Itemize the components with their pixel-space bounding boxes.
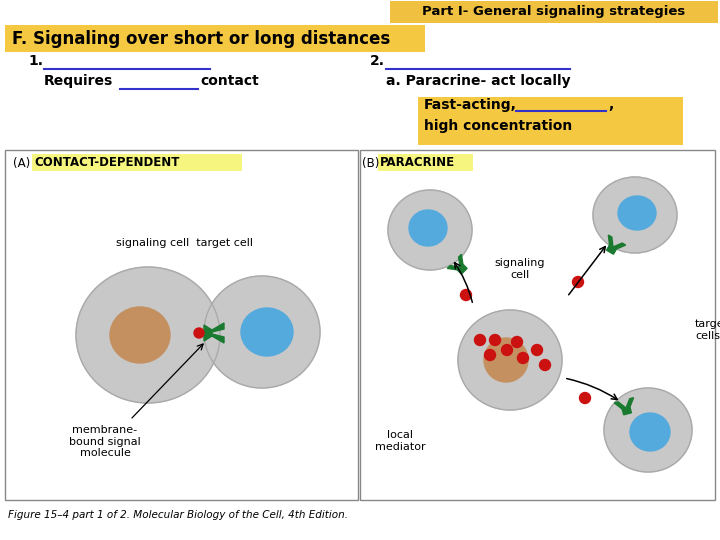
Text: target
cells: target cells bbox=[695, 319, 720, 341]
Circle shape bbox=[461, 289, 472, 300]
Text: membrane-
bound signal
molecule: membrane- bound signal molecule bbox=[69, 425, 141, 458]
Ellipse shape bbox=[241, 308, 293, 356]
Text: F. Signaling over short or long distances: F. Signaling over short or long distance… bbox=[12, 30, 390, 48]
Ellipse shape bbox=[604, 388, 692, 472]
Polygon shape bbox=[212, 334, 224, 343]
Text: a. Paracrine- act locally: a. Paracrine- act locally bbox=[386, 74, 571, 88]
Circle shape bbox=[580, 393, 590, 403]
Text: ,: , bbox=[608, 98, 613, 112]
Text: signaling cell  target cell: signaling cell target cell bbox=[117, 238, 253, 248]
Text: Figure 15–4 part 1 of 2. Molecular Biology of the Cell, 4th Edition.: Figure 15–4 part 1 of 2. Molecular Biolo… bbox=[8, 510, 348, 520]
Circle shape bbox=[518, 353, 528, 363]
Polygon shape bbox=[613, 243, 626, 249]
Text: 1.: 1. bbox=[28, 54, 43, 68]
FancyBboxPatch shape bbox=[390, 1, 718, 23]
Ellipse shape bbox=[409, 210, 447, 246]
Circle shape bbox=[572, 276, 583, 287]
Ellipse shape bbox=[618, 196, 656, 230]
Text: PARACRINE: PARACRINE bbox=[380, 157, 455, 170]
Ellipse shape bbox=[593, 177, 677, 253]
Ellipse shape bbox=[388, 190, 472, 270]
Circle shape bbox=[490, 334, 500, 346]
Polygon shape bbox=[614, 402, 626, 409]
Circle shape bbox=[485, 349, 495, 361]
Text: Requires: Requires bbox=[44, 74, 113, 88]
Polygon shape bbox=[212, 323, 224, 332]
Text: signaling
cell: signaling cell bbox=[495, 259, 545, 280]
FancyBboxPatch shape bbox=[418, 97, 683, 145]
Ellipse shape bbox=[458, 310, 562, 410]
Ellipse shape bbox=[110, 307, 170, 363]
Ellipse shape bbox=[484, 338, 528, 382]
Text: contact: contact bbox=[200, 74, 258, 88]
Polygon shape bbox=[606, 245, 616, 254]
Ellipse shape bbox=[630, 413, 670, 451]
Circle shape bbox=[474, 334, 485, 346]
Text: (A): (A) bbox=[13, 157, 30, 170]
Circle shape bbox=[194, 328, 204, 338]
Circle shape bbox=[502, 345, 513, 355]
Polygon shape bbox=[447, 266, 460, 270]
FancyBboxPatch shape bbox=[5, 25, 425, 52]
Circle shape bbox=[539, 360, 551, 370]
Text: 2.: 2. bbox=[370, 54, 385, 68]
Circle shape bbox=[511, 336, 523, 348]
Text: Part I- General signaling strategies: Part I- General signaling strategies bbox=[423, 5, 685, 18]
Circle shape bbox=[531, 345, 542, 355]
Polygon shape bbox=[626, 397, 634, 408]
Polygon shape bbox=[622, 407, 631, 415]
Polygon shape bbox=[204, 325, 212, 341]
FancyBboxPatch shape bbox=[32, 154, 242, 171]
Polygon shape bbox=[608, 235, 613, 247]
Text: CONTACT-DEPENDENT: CONTACT-DEPENDENT bbox=[34, 157, 179, 170]
Bar bbox=[5, 150, 358, 500]
Text: local
mediator: local mediator bbox=[374, 430, 426, 451]
Polygon shape bbox=[457, 264, 467, 274]
Polygon shape bbox=[459, 254, 463, 267]
Ellipse shape bbox=[204, 276, 320, 388]
Text: Fast-acting,: Fast-acting, bbox=[424, 98, 517, 112]
Text: high concentration: high concentration bbox=[424, 119, 572, 133]
FancyBboxPatch shape bbox=[378, 154, 473, 171]
Text: (B): (B) bbox=[362, 157, 379, 170]
Ellipse shape bbox=[76, 267, 220, 403]
Bar bbox=[360, 150, 715, 500]
